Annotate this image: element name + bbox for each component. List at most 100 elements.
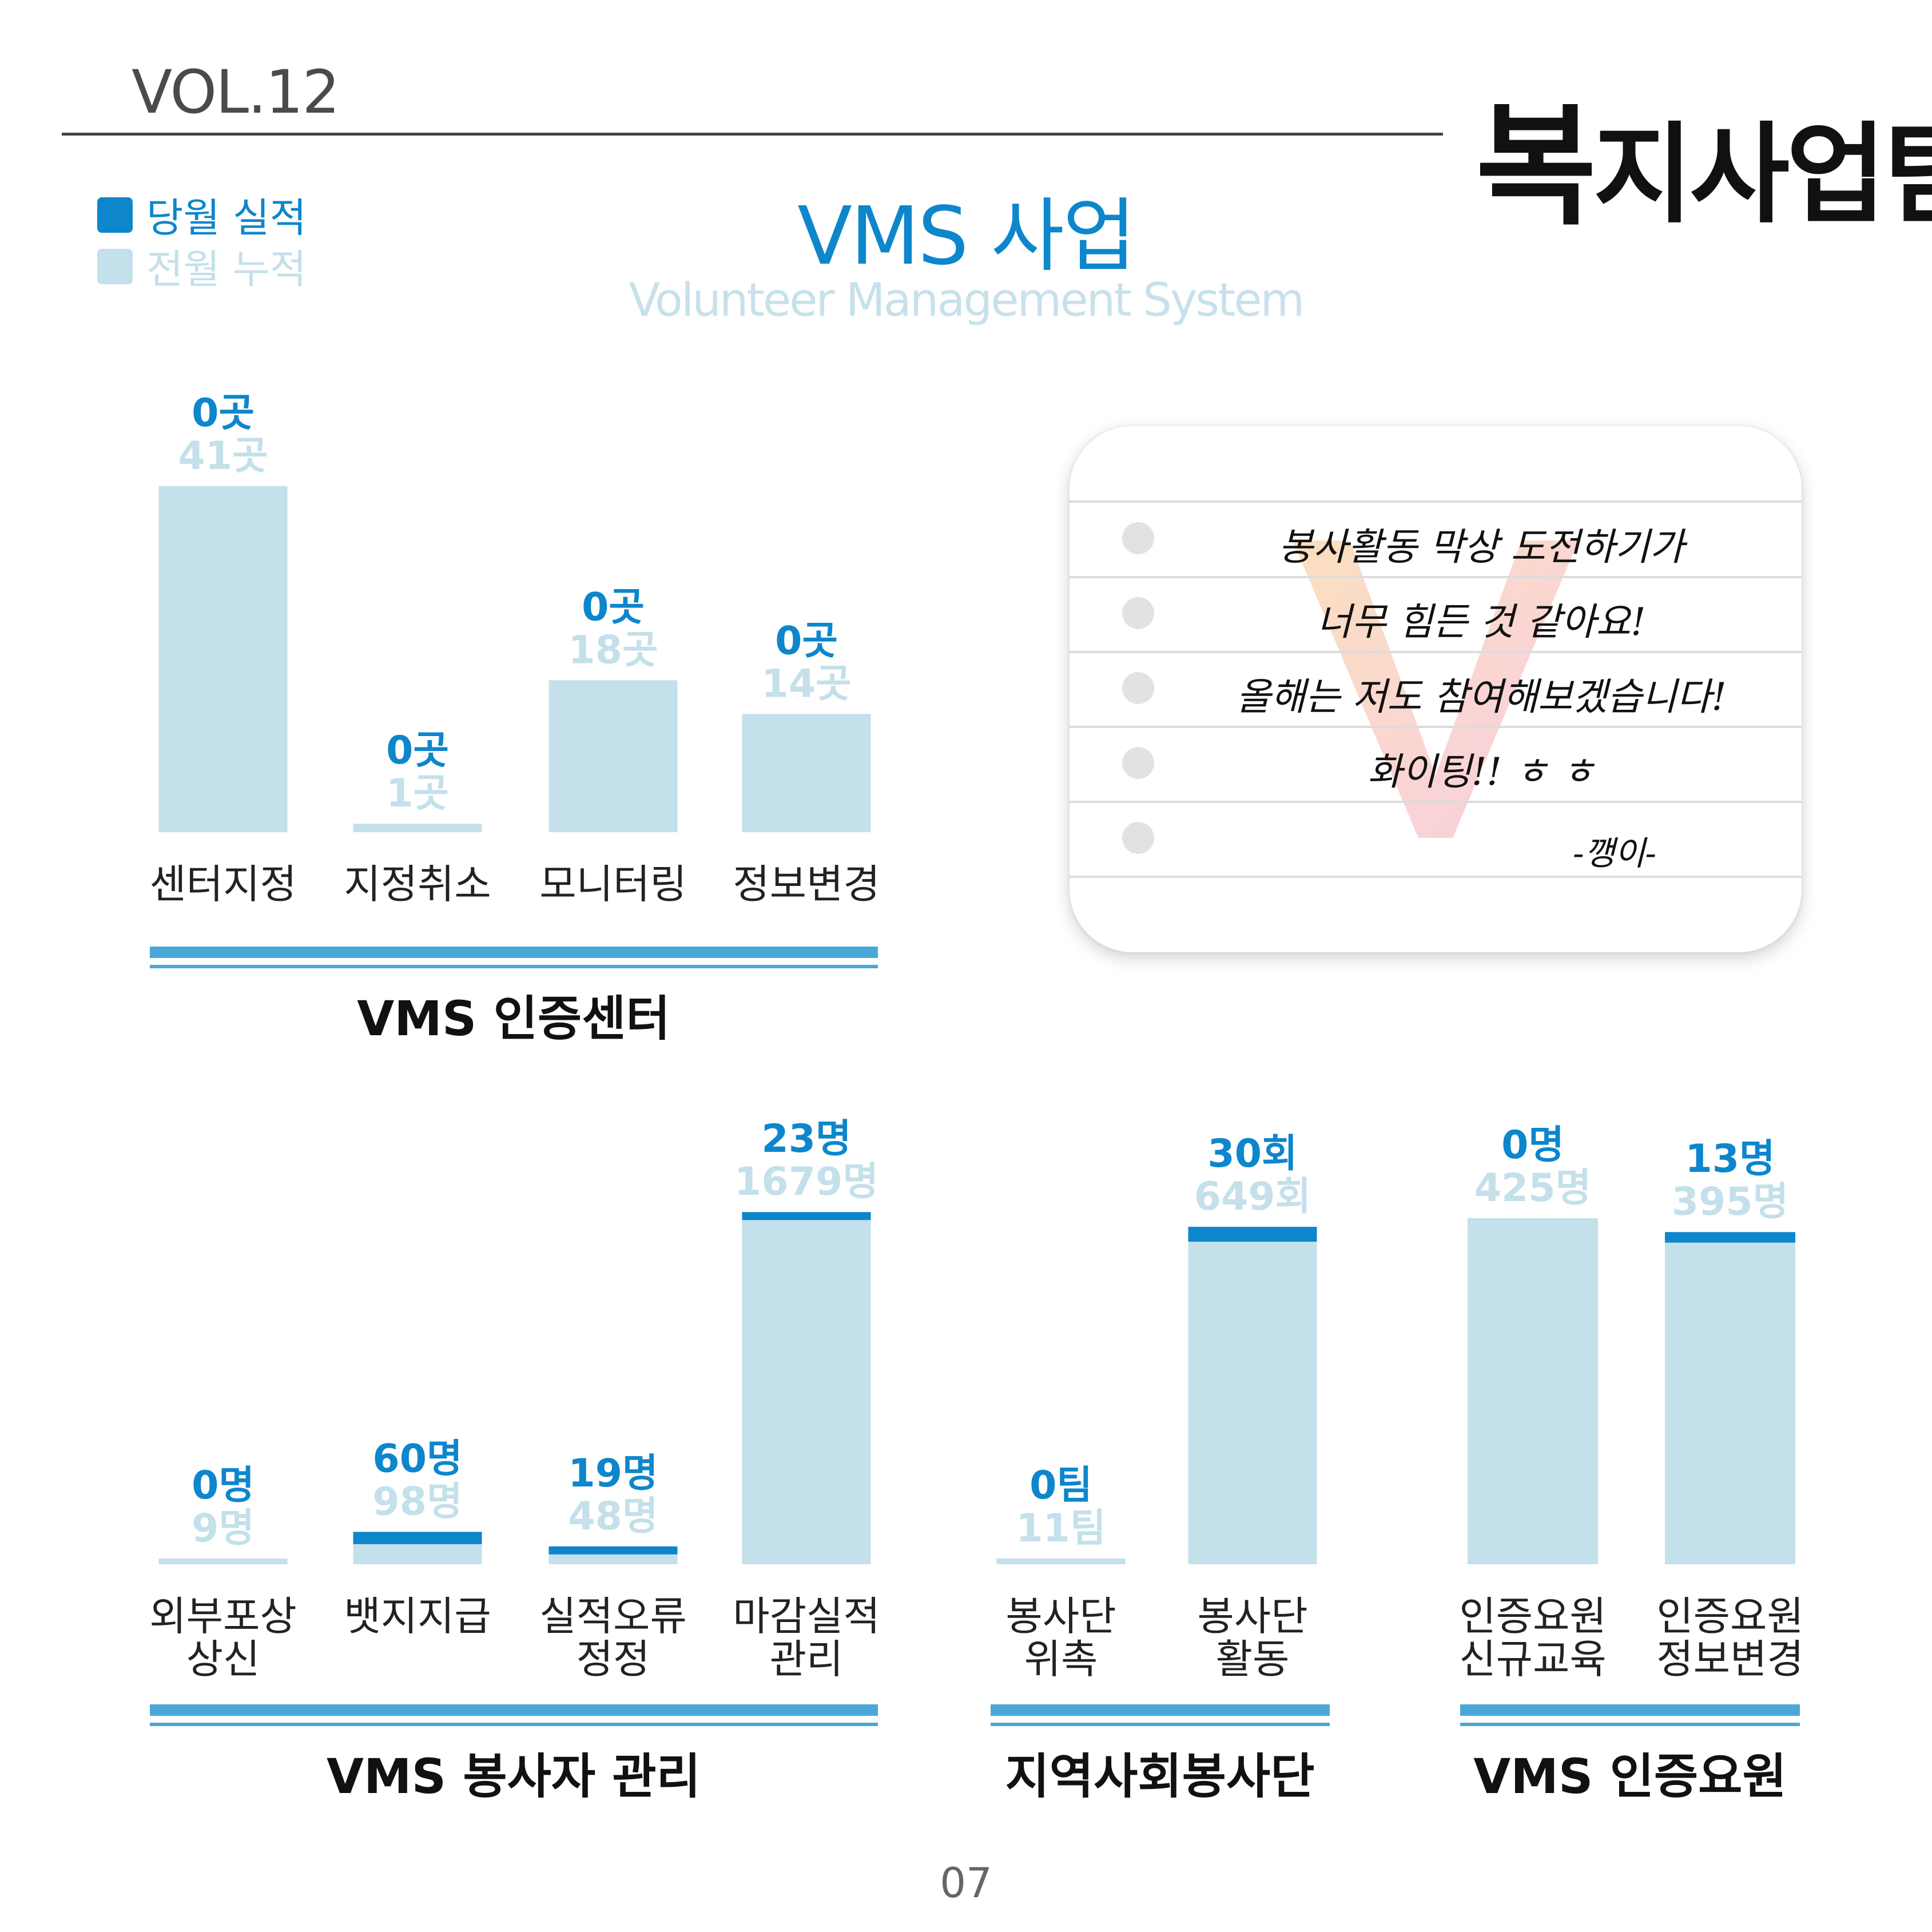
bar-cumulative <box>742 1220 871 1564</box>
bar-cumulative <box>548 680 678 832</box>
data-label-cumulative: 1곳 <box>386 771 449 816</box>
category-label: 활동 <box>1216 1636 1290 1683</box>
bar-current <box>1665 1232 1795 1243</box>
data-label-cumulative: 1679명 <box>734 1159 878 1204</box>
memo-rule <box>1070 500 1802 503</box>
page-subtitle: Volunteer Management System <box>629 273 1305 327</box>
section-rule <box>991 1704 1330 1716</box>
category-label: 정정 <box>577 1636 650 1683</box>
bar-cumulative <box>742 714 871 832</box>
section-rule <box>150 1723 878 1726</box>
legend-item-current: 당월 실적 <box>97 186 307 244</box>
bar-cumulative <box>353 1544 482 1564</box>
memo-hole <box>1122 597 1154 629</box>
bar-cumulative <box>1665 1242 1795 1564</box>
bar-current <box>742 1212 871 1221</box>
category-label: 봉사단 <box>1005 1593 1116 1640</box>
section-rule <box>150 947 878 958</box>
data-label-cumulative: 98명 <box>372 1479 462 1524</box>
data-label-cumulative: 9명 <box>192 1506 255 1551</box>
team-logo: 복지사업팀 <box>1476 60 1932 251</box>
category-label: 인증요원 <box>1459 1593 1607 1640</box>
category-label: 정보변경 <box>733 861 880 908</box>
legend-item-cumulative: 전월 누적 <box>97 237 307 295</box>
section-rule <box>1460 1723 1800 1726</box>
bar-cumulative <box>353 824 482 832</box>
legend-label-current: 당월 실적 <box>146 194 307 241</box>
data-label-current: 0곳 <box>386 728 449 773</box>
category-label: 정보변경 <box>1656 1636 1804 1683</box>
memo-line-2: 너무 힘든 것 같아요! <box>1317 600 1646 644</box>
bar-current <box>1188 1227 1317 1242</box>
data-label-cumulative: 395명 <box>1672 1179 1789 1225</box>
data-label-current: 13명 <box>1685 1136 1775 1182</box>
category-label: 뱃지지급 <box>344 1593 491 1640</box>
memo-hole <box>1122 747 1154 779</box>
data-label-current: 30회 <box>1207 1131 1297 1176</box>
section-rule <box>991 1723 1330 1726</box>
category-label: 봉사단 <box>1197 1593 1307 1640</box>
team-logo-first: 복 <box>1476 89 1597 244</box>
legend-swatch-current <box>97 197 133 233</box>
section-rule <box>1460 1704 1800 1716</box>
data-label-current: 0곳 <box>192 391 255 436</box>
category-label: 외부포상 <box>149 1593 297 1640</box>
category-label: 모니터링 <box>539 861 687 908</box>
bar-cumulative <box>1188 1242 1317 1564</box>
data-label-current: 19명 <box>568 1451 658 1496</box>
data-label-cumulative: 18곳 <box>568 627 658 673</box>
data-label-current: 60명 <box>372 1436 462 1481</box>
category-label: 위촉 <box>1024 1636 1098 1683</box>
bar-cumulative <box>158 486 288 832</box>
category-label: 신규교육 <box>1459 1636 1607 1683</box>
section-title: 지역사회봉사단 <box>1005 1748 1315 1804</box>
data-label-cumulative: 48명 <box>568 1494 658 1539</box>
category-label: 관리 <box>770 1636 844 1683</box>
data-label-current: 23명 <box>761 1116 851 1162</box>
memo-line-1: 봉사활동 막상 도전하기가 <box>1278 525 1684 569</box>
bar-cumulative <box>1468 1218 1598 1564</box>
category-label: 지정취소 <box>344 861 491 908</box>
memo-rule <box>1070 876 1802 878</box>
section-title: VMS 봉사자 관리 <box>327 1748 701 1804</box>
memo-rule <box>1070 726 1802 728</box>
data-label-cumulative: 41곳 <box>178 434 268 479</box>
memo-line-3: 올해는 저도 참여해보겠습니다! <box>1236 675 1727 719</box>
category-label: 인증요원 <box>1656 1593 1804 1640</box>
bar-current <box>353 1532 482 1544</box>
section-title: VMS 인증요원 <box>1473 1748 1786 1804</box>
category-label: 센터지정 <box>149 861 297 908</box>
section-title: VMS 인증센터 <box>357 991 670 1047</box>
data-label-cumulative: 14곳 <box>761 661 851 706</box>
v-watermark-icon <box>1293 540 1579 838</box>
memo-hole <box>1122 522 1154 554</box>
memo-rule <box>1070 801 1802 803</box>
data-label-cumulative: 11팀 <box>1016 1506 1106 1551</box>
memo-rule <box>1070 651 1802 653</box>
page-title: VMS 사업 <box>797 190 1136 283</box>
category-label: 상신 <box>186 1636 260 1683</box>
data-label-current: 0곳 <box>775 618 838 663</box>
memo-signature: -깽이- <box>1573 834 1656 873</box>
team-logo-rest: 지사업팀 <box>1593 110 1932 238</box>
data-label-current: 0팀 <box>1029 1463 1092 1508</box>
bar-cumulative <box>158 1559 288 1564</box>
data-label-cumulative: 425명 <box>1474 1166 1592 1211</box>
category-label: 마감실적 <box>733 1593 880 1640</box>
memo-rule <box>1070 576 1802 578</box>
memo-hole <box>1122 672 1154 704</box>
data-label-cumulative: 649회 <box>1194 1174 1311 1219</box>
data-label-current: 0곳 <box>582 585 645 630</box>
memo-hole <box>1122 822 1154 854</box>
bar-cumulative <box>996 1559 1126 1564</box>
data-label-current: 0명 <box>1501 1123 1564 1168</box>
section-rule <box>150 965 878 968</box>
volume-label: VOL.12 <box>132 57 340 127</box>
memo-card: 봉사활동 막상 도전하기가 너무 힘든 것 같아요! 올해는 저도 참여해보겠습… <box>1070 426 1802 952</box>
memo-line-4: 화이팅!! ㅎ ㅎ <box>1367 750 1596 794</box>
category-label: 실적오류 <box>539 1593 687 1640</box>
legend-swatch-cumulative <box>97 248 133 284</box>
bar-current <box>548 1546 678 1555</box>
bar-cumulative <box>548 1554 678 1564</box>
